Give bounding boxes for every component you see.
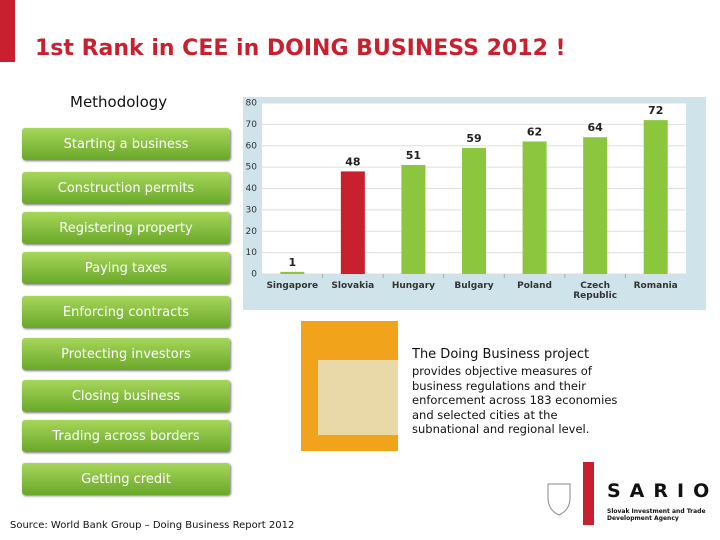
description-body: provides objective measures of business … <box>412 364 618 436</box>
methodology-item: Trading across borders <box>22 420 230 452</box>
source: Source: World Bank Group – Doing Busines… <box>10 520 295 531</box>
y-tick-label: 10 <box>246 248 258 258</box>
bar <box>462 147 486 274</box>
x-tick-label: Slovakia <box>331 281 375 291</box>
x-tick-label: Romania <box>633 281 678 291</box>
y-tick-label: 80 <box>246 99 258 109</box>
x-tick-label: Czech Republic <box>573 281 618 301</box>
y-tick-label: 0 <box>251 270 257 280</box>
y-tick-label: 70 <box>246 120 258 130</box>
x-tick-label: Bulgary <box>454 281 494 291</box>
title: 1st Rank in CEE in DOING BUSINESS 2012 ! <box>35 36 566 61</box>
methodology-item: Registering property <box>22 212 230 244</box>
methodology-item: Construction permits <box>22 172 230 204</box>
logo-tagline: Slovak Investment and Trade Development … <box>607 508 706 522</box>
logo-name: SARIO <box>607 480 719 502</box>
description-heading: The Doing Business project <box>412 347 590 362</box>
y-tick-label: 50 <box>246 163 258 173</box>
y-tick-label: 20 <box>246 227 258 237</box>
bar <box>280 271 305 274</box>
value-label: 64 <box>587 121 603 134</box>
bar <box>401 164 426 274</box>
methodology-heading: Methodology <box>70 93 168 111</box>
bar <box>643 120 668 274</box>
value-label: 1 <box>288 256 296 269</box>
bar <box>340 171 365 274</box>
value-label: 62 <box>527 125 542 138</box>
logo-bar <box>583 462 594 525</box>
value-label: 48 <box>345 155 360 168</box>
y-tick-label: 40 <box>246 184 258 194</box>
x-tick-label: Singapore <box>266 281 319 291</box>
value-label: 51 <box>406 149 421 162</box>
value-label: 72 <box>648 104 663 117</box>
accent-bar <box>0 0 15 62</box>
methodology-item: Enforcing contracts <box>22 296 230 328</box>
methodology-item: Closing business <box>22 380 230 412</box>
methodology-item: Getting credit <box>22 463 230 495</box>
methodology-item: Protecting investors <box>22 338 230 370</box>
crest <box>547 483 571 516</box>
x-tick-label: Hungary <box>391 281 435 291</box>
x-tick-label: Poland <box>517 281 552 291</box>
y-tick-label: 30 <box>246 205 258 215</box>
methodology-item: Paying taxes <box>22 252 230 284</box>
bar <box>522 141 547 274</box>
value-label: 59 <box>466 132 481 145</box>
y-tick-label: 60 <box>246 141 258 151</box>
bar <box>583 137 608 274</box>
report-cover-art <box>318 360 398 435</box>
methodology-item: Starting a business <box>22 128 230 160</box>
